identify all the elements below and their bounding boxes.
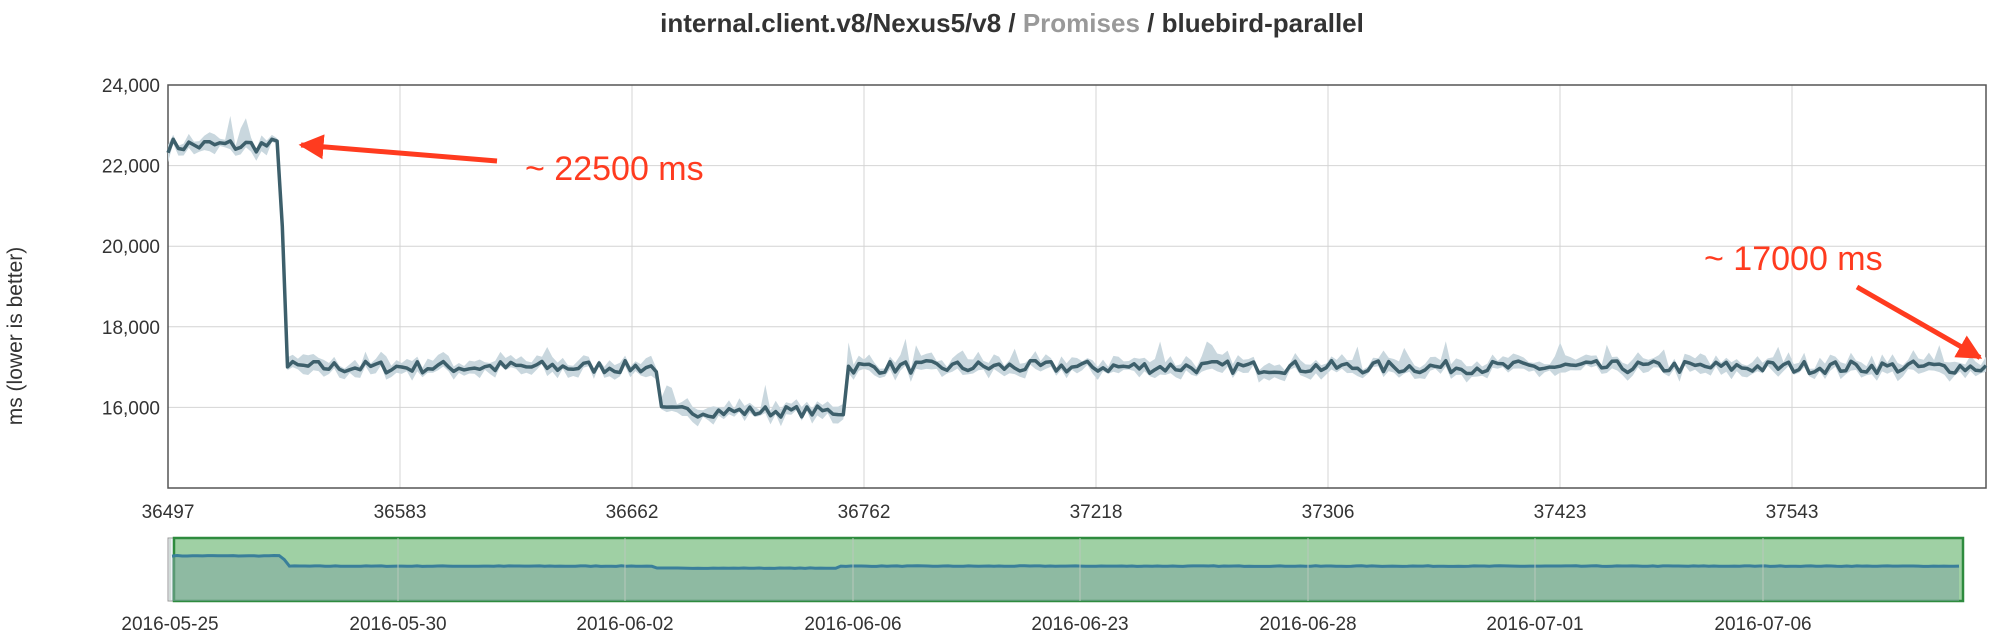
y-tick-label: 24,000 (102, 76, 160, 97)
y-tick-label: 20,000 (102, 237, 160, 258)
overview-tick-label: 2016-05-25 (121, 614, 218, 635)
y-axis-ticks: 16,000 18,000 20,000 22,000 24,000 (102, 76, 160, 419)
x-tick-label: 36497 (142, 502, 195, 523)
x-tick-label: 36662 (606, 502, 659, 523)
main-grid (168, 84, 1986, 488)
overview-line (171, 553, 1960, 570)
chart-title: internal.client.v8/Nexus5/v8 / Promises … (0, 8, 1999, 39)
y-tick-label: 16,000 (102, 398, 160, 419)
x-tick-label: 37218 (1070, 502, 1123, 523)
y-tick-label: 18,000 (102, 318, 160, 339)
overview-tick-label: 2016-06-23 (1031, 614, 1128, 635)
overview-tick-label: 2016-06-02 (576, 614, 673, 635)
series-path[interactable] (166, 137, 1988, 419)
title-suffix: / bluebird-parallel (1139, 8, 1364, 38)
overview-tick-label: 2016-06-28 (1259, 614, 1356, 635)
overview-tick-label: 2016-07-01 (1486, 614, 1583, 635)
x-tick-label: 37543 (1766, 502, 1819, 523)
series-line[interactable] (166, 137, 1988, 419)
x-tick-label: 36583 (374, 502, 427, 523)
overview-tick-label: 2016-06-06 (804, 614, 901, 635)
error-band (168, 115, 1986, 427)
overview-tick-label: 2016-05-30 (349, 614, 446, 635)
y-axis-label: ms (lower is better) (4, 247, 27, 426)
overview-tick-label: 2016-07-06 (1714, 614, 1811, 635)
plot-frame (167, 84, 1987, 489)
series-band (168, 115, 1986, 427)
overview-brush[interactable] (167, 536, 1965, 603)
annotations: ~ 22500 ms ~ 17000 ms (298, 134, 1983, 360)
annotation-arrow (1855, 284, 1983, 360)
x-axis-ticks: 36497 36583 36662 36762 37218 37306 37423 37543 (142, 502, 1819, 523)
x-tick-label: 37306 (1302, 502, 1355, 523)
x-tick-label: 37423 (1534, 502, 1587, 523)
annotation-label: ~ 22500 ms (525, 150, 704, 188)
title-prefix: internal.client.v8/Nexus5/v8 / (660, 8, 1023, 38)
x-tick-label: 36762 (838, 502, 891, 523)
annotation-label: ~ 17000 ms (1704, 240, 1883, 278)
y-tick-label: 22,000 (102, 157, 160, 178)
annotation-arrow (298, 134, 498, 164)
overview-x-ticks: 2016-05-25 2016-05-30 2016-06-02 2016-06-06… (121, 538, 1812, 635)
title-test-suite-link[interactable]: Promises (1022, 8, 1140, 38)
